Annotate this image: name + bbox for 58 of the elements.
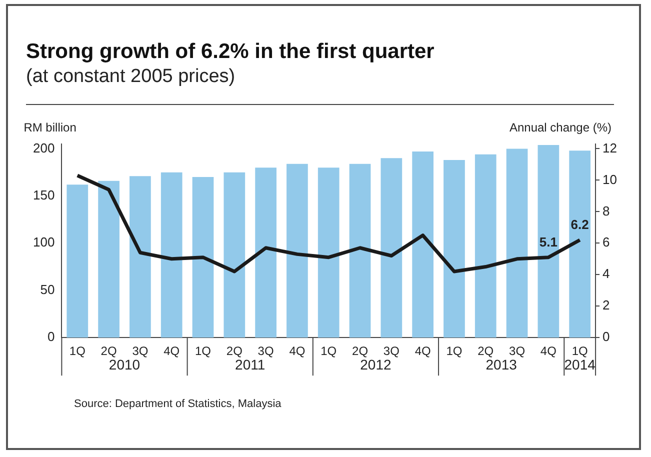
x-tick-label: 2Q bbox=[100, 344, 117, 358]
bar bbox=[474, 154, 496, 338]
x-tick-label: 2Q bbox=[478, 344, 494, 358]
bar bbox=[66, 184, 88, 338]
x-tick-label: 3Q bbox=[258, 344, 274, 358]
x-tick-label: 1Q bbox=[194, 344, 212, 358]
x-tick-label: 3Q bbox=[132, 344, 148, 358]
chart-subtitle: (at constant 2005 prices) bbox=[26, 66, 236, 88]
y2-tick-label: 6 bbox=[602, 234, 610, 250]
y-tick-label: 150 bbox=[32, 188, 55, 203]
bar bbox=[192, 177, 214, 338]
bar bbox=[506, 148, 528, 338]
bar bbox=[569, 150, 591, 338]
bar bbox=[444, 160, 465, 338]
bar bbox=[380, 158, 402, 338]
y2-tick-label: 2 bbox=[602, 298, 610, 313]
x-tick-label: 3Q bbox=[509, 344, 526, 358]
bar bbox=[412, 152, 434, 338]
text: 2013 bbox=[486, 356, 518, 372]
x-tick-label: 3Q bbox=[383, 344, 400, 358]
bar bbox=[286, 164, 308, 338]
y2-tick-label: 4 bbox=[602, 266, 610, 282]
y2-tick-label: 12 bbox=[602, 140, 618, 156]
bar bbox=[130, 176, 151, 338]
source-note: Source: Department of Statistics, Malaysia bbox=[74, 398, 282, 410]
x-tick-label: 2Q bbox=[352, 344, 368, 358]
bar bbox=[349, 164, 371, 338]
text: 2012 bbox=[360, 356, 392, 372]
y-axis-title: RM billion bbox=[24, 120, 76, 134]
y-tick-label: 200 bbox=[32, 140, 55, 156]
y2-tick-label: 0 bbox=[602, 329, 610, 344]
y-tick-label: 50 bbox=[40, 282, 55, 297]
bar bbox=[318, 168, 340, 338]
x-tick-label: 2Q bbox=[226, 344, 242, 358]
y2-tick-label: 10 bbox=[602, 172, 618, 187]
x-tick-label: 4Q bbox=[289, 344, 306, 358]
data-label: 6.2 bbox=[570, 217, 589, 232]
bar bbox=[255, 168, 276, 338]
bar bbox=[224, 172, 246, 338]
text: 2014 bbox=[564, 356, 596, 372]
y2-axis-title: Annual change (%) bbox=[509, 120, 612, 134]
data-label: 5.1 bbox=[539, 234, 558, 250]
bar bbox=[538, 144, 560, 338]
x-tick-label: 1Q bbox=[320, 344, 337, 358]
x-tick-label: 4Q bbox=[540, 344, 556, 358]
x-tick-label: 4Q bbox=[414, 344, 431, 358]
bar bbox=[160, 172, 182, 338]
bar bbox=[98, 180, 120, 338]
y-tick-label: 100 bbox=[32, 234, 55, 250]
y2-tick-label: 8 bbox=[602, 203, 610, 218]
text: 2010 bbox=[108, 356, 140, 372]
text: 2011 bbox=[235, 356, 266, 372]
y-tick-label: 0 bbox=[47, 329, 55, 344]
x-tick-label: 4Q bbox=[164, 344, 180, 358]
x-tick-label: 1Q bbox=[446, 344, 462, 358]
x-tick-label: 1Q bbox=[69, 344, 86, 358]
chart-title: Strong growth of 6.2% in the first quarter bbox=[26, 40, 434, 64]
x-tick-label: 1Q bbox=[572, 344, 588, 358]
